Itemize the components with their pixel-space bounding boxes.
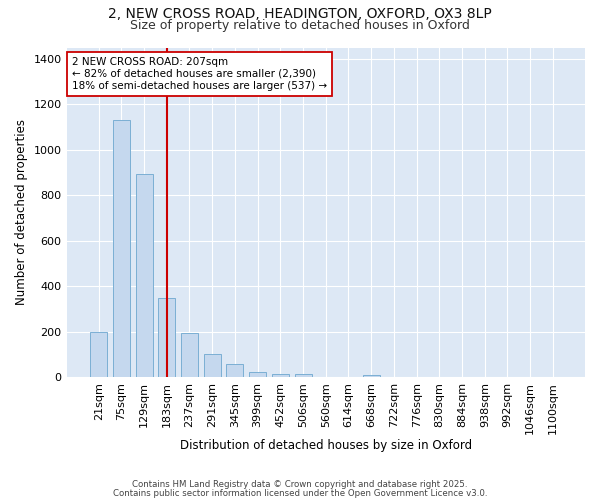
Bar <box>295 374 311 377</box>
Text: Contains public sector information licensed under the Open Government Licence v3: Contains public sector information licen… <box>113 488 487 498</box>
Text: 2, NEW CROSS ROAD, HEADINGTON, OXFORD, OX3 8LP: 2, NEW CROSS ROAD, HEADINGTON, OXFORD, O… <box>108 8 492 22</box>
Text: Size of property relative to detached houses in Oxford: Size of property relative to detached ho… <box>130 19 470 32</box>
Bar <box>136 174 152 377</box>
Text: 2 NEW CROSS ROAD: 207sqm
← 82% of detached houses are smaller (2,390)
18% of sem: 2 NEW CROSS ROAD: 207sqm ← 82% of detach… <box>72 58 327 90</box>
Text: Contains HM Land Registry data © Crown copyright and database right 2025.: Contains HM Land Registry data © Crown c… <box>132 480 468 489</box>
Y-axis label: Number of detached properties: Number of detached properties <box>15 120 28 306</box>
Bar <box>203 354 221 377</box>
Bar <box>226 364 244 377</box>
Bar <box>272 374 289 377</box>
Bar <box>158 298 175 377</box>
X-axis label: Distribution of detached houses by size in Oxford: Distribution of detached houses by size … <box>180 440 472 452</box>
Bar <box>362 375 380 377</box>
Bar <box>181 333 198 377</box>
Bar <box>90 332 107 377</box>
Bar <box>113 120 130 377</box>
Bar <box>249 372 266 377</box>
